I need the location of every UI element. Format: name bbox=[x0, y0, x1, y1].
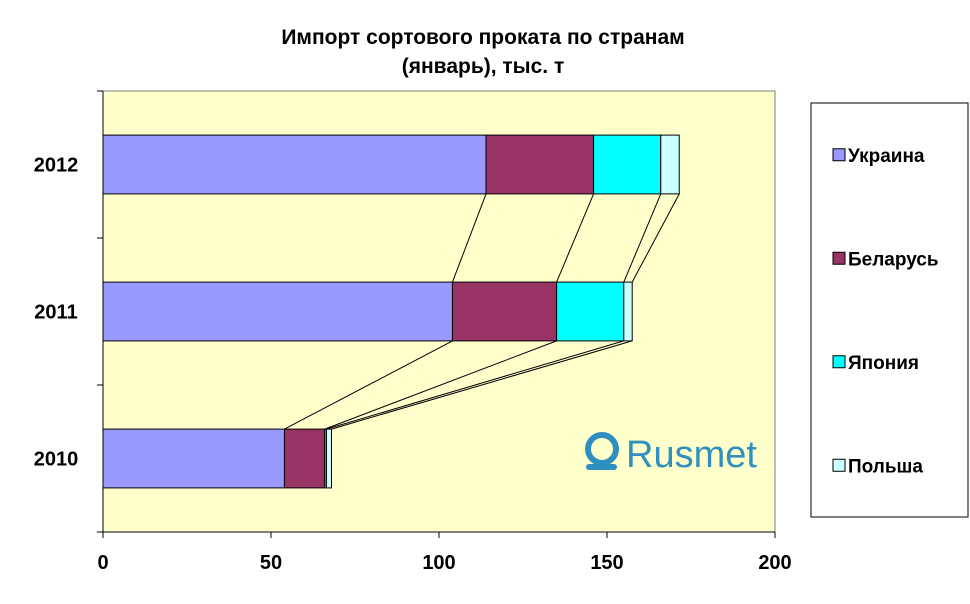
y-axis-ticks bbox=[97, 90, 103, 533]
rusmet-logo-icon bbox=[585, 432, 619, 470]
y-tick-label-2011: 2011 bbox=[34, 302, 77, 324]
rusmet-logo-text: Rusmet bbox=[626, 434, 757, 476]
bar-2010-1 bbox=[102, 428, 285, 489]
chart-title: Импорт сортового проката по странам (янв… bbox=[281, 26, 684, 78]
bar-2011-2 bbox=[451, 281, 558, 342]
x-tick-label-0: 0 bbox=[97, 552, 108, 574]
chart-title-line-1: Импорт сортового проката по странам bbox=[281, 26, 684, 49]
bar-2011-4 bbox=[623, 281, 633, 342]
legend-label-2: Беларусь bbox=[848, 249, 939, 270]
legend-label-4: Польша bbox=[848, 456, 923, 477]
legend-swatch-4 bbox=[832, 458, 846, 472]
series-line-1-2012-2011 bbox=[451, 193, 487, 283]
bar-2011-3 bbox=[556, 281, 625, 342]
x-axis-labels: 0 50 100 150 200 bbox=[97, 552, 791, 574]
bar-2012-4 bbox=[660, 134, 680, 195]
x-tick-label-200: 200 bbox=[758, 552, 791, 574]
rusmet-logo: Rusmet bbox=[585, 432, 757, 476]
bar-2012-1 bbox=[102, 134, 487, 195]
bar-2011-1 bbox=[102, 281, 453, 342]
chart-title-line-2: (январь), тыс. т bbox=[402, 55, 565, 78]
y-tick-label-2012: 2012 bbox=[34, 155, 79, 177]
legend-swatch-3 bbox=[832, 355, 846, 369]
y-axis-labels: 2012 2011 2010 bbox=[34, 155, 79, 471]
series-line-2-2011-2010 bbox=[324, 340, 557, 430]
series-line-4-2011-2010 bbox=[331, 340, 633, 430]
series-line-2-2012-2011 bbox=[556, 193, 595, 283]
x-tick-label-100: 100 bbox=[422, 552, 455, 574]
y-tick-label-2010: 2010 bbox=[34, 449, 79, 471]
legend-swatch-2 bbox=[832, 251, 846, 265]
series-lines bbox=[284, 193, 680, 430]
series-line-3-2011-2010 bbox=[326, 340, 624, 430]
series-line-1-2011-2010 bbox=[284, 340, 453, 430]
bars bbox=[102, 134, 680, 489]
legend-swatch-1 bbox=[832, 148, 846, 162]
bar-2010-2 bbox=[283, 428, 326, 489]
legend-label-1: Украина bbox=[848, 146, 925, 167]
x-tick-label-50: 50 bbox=[260, 552, 282, 574]
legend-box bbox=[810, 102, 969, 518]
x-tick-label-150: 150 bbox=[590, 552, 623, 574]
legend-label-3: Япония bbox=[848, 353, 919, 374]
bar-2012-2 bbox=[485, 134, 595, 195]
bar-2010-4 bbox=[325, 428, 332, 489]
x-axis-ticks bbox=[102, 532, 776, 538]
series-line-4-2012-2011 bbox=[631, 193, 680, 283]
series-line-3-2012-2011 bbox=[623, 193, 662, 283]
bar-2012-3 bbox=[593, 134, 662, 195]
legend: Украина Беларусь Япония Польша bbox=[810, 102, 969, 518]
